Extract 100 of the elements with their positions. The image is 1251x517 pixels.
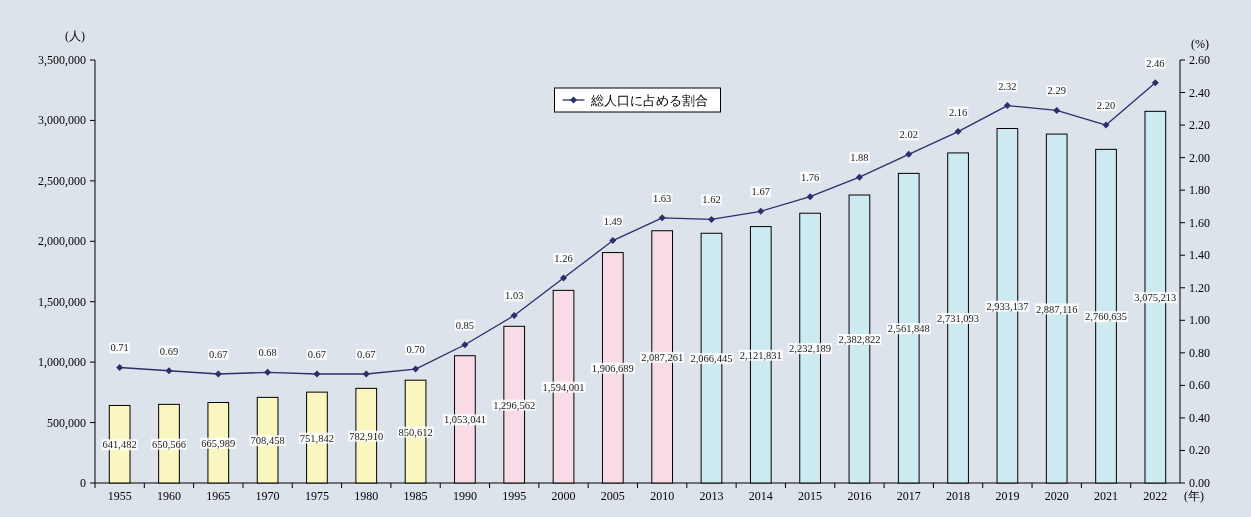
y2-tick-label: 2.40	[1189, 85, 1210, 100]
y2-tick-label: 1.60	[1189, 215, 1210, 230]
data-label: 2,232,189	[789, 343, 832, 355]
data-label: 1.49	[603, 215, 623, 227]
point	[1102, 121, 1110, 129]
y-tick-label: 3,500,000	[38, 53, 86, 67]
x-tick-label: 2005	[600, 489, 625, 503]
x-tick-label: 2014	[748, 489, 773, 503]
x-tick-label: 1985	[403, 489, 428, 503]
y-tick-label: 1,500,000	[38, 294, 86, 309]
point	[116, 363, 124, 371]
x-tick-label: 2010	[650, 489, 675, 503]
point	[609, 237, 617, 245]
y2-tick-label: 0.60	[1189, 378, 1210, 393]
data-label: 2.16	[948, 106, 968, 118]
point	[362, 370, 370, 378]
y2-tick-label: 0.20	[1189, 443, 1210, 458]
y-tick-label: 500,000	[47, 415, 86, 430]
data-label: 641,482	[102, 439, 137, 451]
point	[1151, 79, 1159, 87]
x-tick-label: 1970	[255, 489, 280, 503]
x-tick-label: 2013	[699, 489, 724, 503]
point	[313, 370, 321, 378]
y2-tick-label: 0.80	[1189, 345, 1210, 360]
point	[1003, 102, 1011, 110]
data-label: 1.67	[751, 186, 770, 198]
y-axis-title: (人)	[65, 29, 85, 43]
point	[905, 150, 913, 158]
x-tick-label: 2000	[551, 489, 576, 503]
y-tick-label: 0	[80, 476, 86, 490]
x-tick-label: 2022	[1143, 489, 1168, 503]
point	[1053, 106, 1061, 114]
y2-tick-label: 2.20	[1189, 118, 1210, 133]
point	[707, 215, 715, 223]
point	[855, 173, 863, 181]
x-tick-label: 1975	[304, 489, 329, 503]
data-label: 1,053,041	[443, 414, 486, 426]
y-tick-label: 2,000,000	[38, 234, 86, 249]
y2-tick-label: 2.60	[1189, 53, 1210, 67]
y2-tick-label: 1.00	[1189, 313, 1210, 328]
data-label: 850,612	[398, 426, 433, 438]
point	[461, 341, 469, 349]
data-label: 2,561,848	[887, 323, 930, 335]
data-label: 2.46	[1146, 57, 1165, 69]
data-label: 1,594,001	[542, 381, 585, 393]
point	[412, 365, 420, 373]
x-tick-label: 1965	[206, 489, 231, 503]
x-tick-label: 2021	[1094, 489, 1119, 503]
data-label: 0.67	[209, 349, 228, 360]
data-label: 0.71	[110, 342, 129, 354]
point	[757, 207, 765, 215]
y2-tick-label: 0.00	[1189, 476, 1210, 490]
data-label: 0.69	[159, 345, 179, 357]
y2-tick-label: 2.00	[1189, 150, 1210, 165]
data-label: 2,887,116	[1035, 303, 1078, 315]
data-label: 1.26	[554, 253, 573, 265]
data-label: 1.62	[702, 194, 721, 206]
data-label: 0.85	[455, 319, 475, 331]
data-label: 2,121,831	[739, 349, 782, 361]
data-label: 2,760,635	[1085, 311, 1128, 323]
y2-tick-label: 0.40	[1189, 410, 1210, 425]
x-tick-label: 1960	[156, 489, 181, 503]
point	[658, 214, 666, 222]
data-label: 1.88	[850, 152, 869, 164]
x-axis-title: (年)	[1184, 489, 1204, 503]
data-label: 0.67	[307, 349, 327, 360]
data-label: 2.20	[1096, 100, 1116, 112]
x-tick-label: 2018	[946, 489, 971, 503]
data-label: 1.63	[652, 192, 672, 204]
data-label: 1.03	[505, 290, 524, 302]
data-label: 0.70	[406, 344, 425, 356]
x-tick-label: 2015	[798, 489, 823, 503]
data-label: 2,933,137	[986, 300, 1029, 312]
point	[560, 274, 568, 282]
data-label: 2,382,822	[838, 334, 881, 346]
data-label: 1.76	[800, 171, 820, 183]
data-label: 2.29	[1047, 85, 1066, 97]
point	[806, 193, 814, 201]
data-label: 751,842	[299, 432, 334, 444]
y-tick-label: 3,000,000	[38, 113, 86, 128]
data-label: 708,458	[250, 435, 285, 447]
y-tick-label: 1,000,000	[38, 355, 86, 370]
x-tick-label: 1990	[452, 489, 477, 503]
data-label: 665,989	[201, 437, 236, 449]
x-tick-label: 2016	[847, 489, 872, 503]
x-tick-label: 2020	[1044, 489, 1069, 503]
x-tick-label: 2019	[995, 489, 1020, 503]
data-label: 1,906,689	[591, 362, 634, 374]
data-label: 2,066,445	[690, 353, 733, 365]
data-label: 2.32	[998, 80, 1017, 92]
data-label: 782,910	[349, 430, 384, 442]
point	[165, 367, 173, 375]
y2-tick-label: 1.20	[1189, 280, 1210, 295]
data-label: 1,296,562	[493, 399, 536, 411]
data-label: 2,087,261	[641, 351, 684, 363]
data-label: 2.02	[899, 129, 918, 141]
x-tick-label: 1995	[502, 489, 527, 503]
y-tick-label: 2,500,000	[38, 173, 86, 188]
x-tick-label: 1955	[107, 489, 132, 503]
y2-axis-title: (%)	[1191, 37, 1209, 51]
